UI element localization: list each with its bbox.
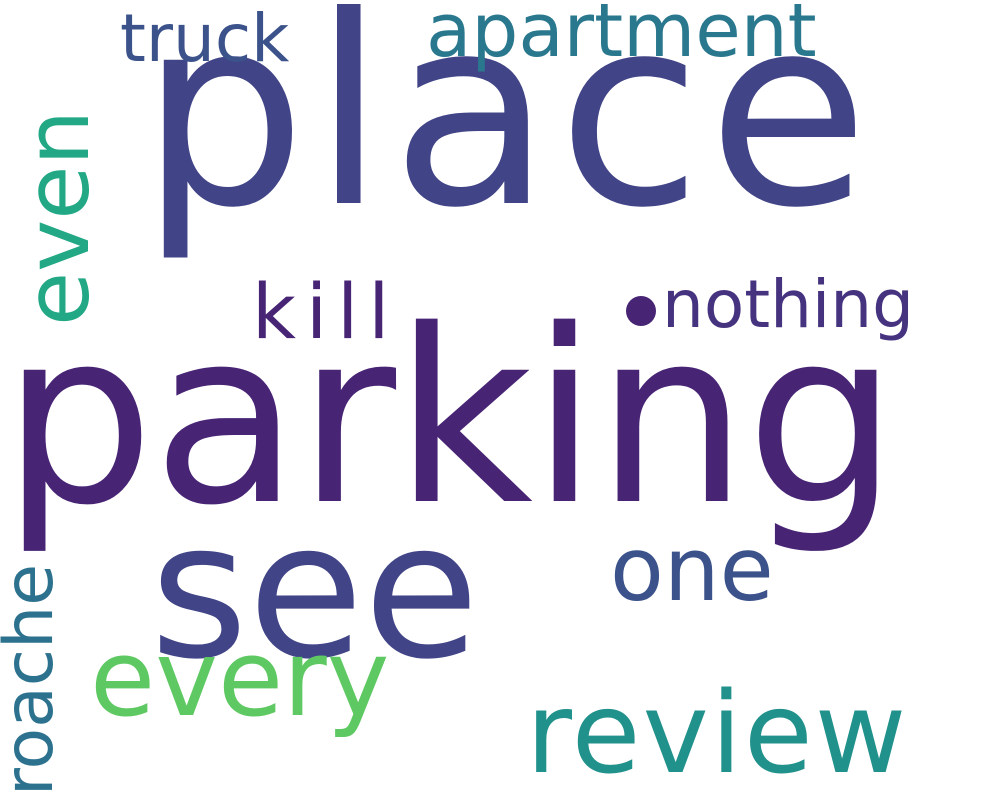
word-kill: kill — [252, 267, 400, 356]
word-nothing: nothing — [662, 266, 914, 343]
word-truck: truck — [120, 0, 290, 77]
word-roache: roache — [0, 563, 69, 796]
word-every: every — [90, 617, 390, 740]
word-see: see — [150, 482, 480, 701]
word-parking: parking — [2, 278, 898, 558]
word-review: review — [526, 669, 909, 799]
word-apartment: apartment — [426, 0, 817, 74]
word-even: even — [6, 109, 109, 326]
word-one: one — [610, 518, 774, 621]
word-dot-mark — [626, 296, 656, 326]
word-place: place — [140, 0, 875, 265]
